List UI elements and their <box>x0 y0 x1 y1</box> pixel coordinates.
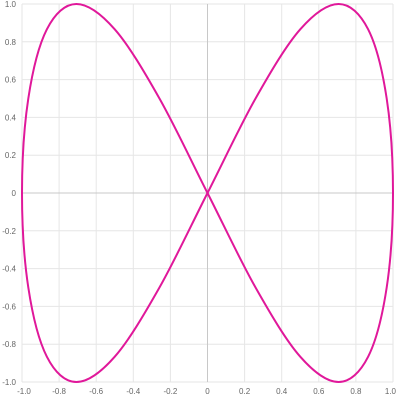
series-layer <box>21 3 394 383</box>
x-tick-label: 0.2 <box>239 387 251 396</box>
x-tick-label: 0.4 <box>276 387 288 396</box>
y-tick-label: 0.8 <box>5 38 17 47</box>
y-tick-label: 1.0 <box>5 0 17 9</box>
x-tick-label: 1.0 <box>385 387 397 396</box>
x-tick-label: 0.6 <box>313 387 325 396</box>
y-tick-label: 0 <box>12 189 17 198</box>
y-tick-label: 0.4 <box>5 113 17 122</box>
x-tick-label: -0.6 <box>89 387 103 396</box>
x-tick-label: -0.8 <box>52 387 66 396</box>
x-tick-labels: -1.0 -0.8 -0.6 -0.4 -0.2 0 0.2 0.4 0.6 0.8 1.0 <box>17 387 396 396</box>
series-line <box>21 3 394 383</box>
y-tick-label: -1.0 <box>2 378 16 387</box>
x-tick-label: 0.8 <box>350 387 362 396</box>
x-tick-label: -0.2 <box>164 387 178 396</box>
y-tick-label: -0.4 <box>2 265 16 274</box>
y-tick-label: -0.2 <box>2 227 16 236</box>
y-tick-label: -0.6 <box>2 302 16 311</box>
x-tick-label: -1.0 <box>17 387 31 396</box>
y-tick-label: 0.6 <box>5 76 17 85</box>
y-tick-label: 0.2 <box>5 151 17 160</box>
x-tick-label: 0 <box>205 387 210 396</box>
y-tick-label: -0.8 <box>2 340 16 349</box>
y-tick-labels: 1.0 0.8 0.6 0.4 0.2 0 -0.2 -0.4 -0.6 -0.8 -1.0 <box>2 0 16 387</box>
x-tick-label: -0.4 <box>126 387 140 396</box>
